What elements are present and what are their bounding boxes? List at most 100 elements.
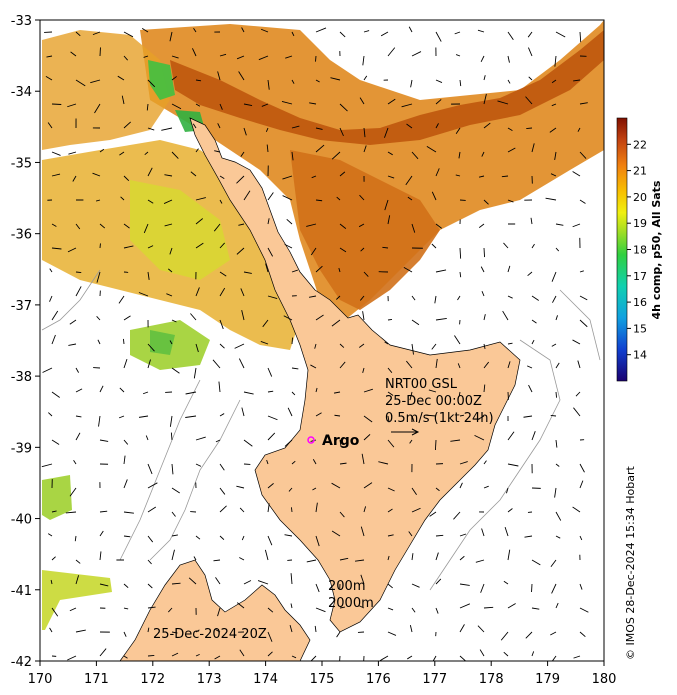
current-arrow <box>435 269 447 273</box>
current-arrow <box>41 463 53 468</box>
current-arrow <box>525 631 533 639</box>
current-arrow <box>239 507 245 513</box>
current-arrow <box>387 487 395 492</box>
current-arrow <box>315 535 320 547</box>
current-arrow <box>267 631 273 642</box>
current-arrow <box>411 583 420 588</box>
current-arrow <box>51 510 57 513</box>
current-arrow <box>219 487 226 495</box>
current-arrow <box>291 151 294 161</box>
colorbar-ticks: 22 21 20 19 18 17 16 15 14 <box>627 138 647 362</box>
lon-tick-label: 170 <box>28 672 53 687</box>
current-arrow <box>236 602 245 609</box>
colorbar-title: 4h comp, p50, All Sats <box>650 180 663 319</box>
current-arrow <box>267 432 276 441</box>
current-arrow <box>379 655 389 661</box>
current-arrow <box>168 268 173 273</box>
current-arrow <box>411 553 414 561</box>
current-arrow <box>99 148 105 153</box>
current-arrow <box>169 415 173 427</box>
current-arrow <box>74 535 77 542</box>
current-arrow <box>459 624 465 633</box>
current-arrow <box>362 367 365 374</box>
current-arrow <box>147 167 153 177</box>
current-arrow <box>171 76 177 81</box>
current-arrow <box>51 439 60 445</box>
current-arrow <box>261 103 269 107</box>
current-arrow <box>99 530 104 537</box>
current-arrow <box>507 265 511 273</box>
current-arrow <box>363 75 368 81</box>
current-arrow <box>69 607 77 612</box>
current-arrow <box>331 482 341 489</box>
current-arrow <box>315 265 323 273</box>
current-arrow <box>387 391 394 396</box>
current-arrow <box>69 319 77 325</box>
current-arrow <box>315 387 318 393</box>
current-arrow <box>339 127 344 137</box>
current-arrow <box>195 463 202 467</box>
current-arrow <box>483 93 487 105</box>
current-arrow <box>435 487 440 492</box>
current-arrow <box>309 102 317 105</box>
current-arrow <box>339 171 346 177</box>
current-arrow <box>387 508 393 513</box>
current-arrow <box>147 506 157 513</box>
current-arrow <box>507 603 516 609</box>
current-arrow <box>555 602 559 609</box>
current-arrow <box>527 47 533 57</box>
current-arrow <box>219 271 227 277</box>
current-arrow <box>459 482 463 489</box>
current-arrow <box>285 55 293 59</box>
current-arrow <box>99 385 104 393</box>
current-arrow <box>147 199 154 204</box>
current-arrow <box>458 391 461 397</box>
current-arrow <box>406 360 413 369</box>
current-arrow <box>171 631 178 634</box>
current-arrow <box>171 103 182 110</box>
current-arrow <box>170 432 173 441</box>
current-arrow <box>219 242 225 249</box>
lon-tick-label: 178 <box>479 672 504 687</box>
lat-tick-label: -41 <box>11 584 32 599</box>
current-arrow <box>240 151 245 157</box>
current-arrow <box>331 319 341 327</box>
current-arrow <box>363 271 369 277</box>
current-arrow <box>51 247 62 250</box>
current-arrow <box>286 219 293 225</box>
current-arrow <box>308 295 317 298</box>
current-arrow <box>267 295 278 299</box>
current-arrow <box>260 28 269 33</box>
current-arrow <box>219 463 225 471</box>
current-arrow <box>266 459 269 465</box>
contour-2000-label: 2000m <box>328 596 374 611</box>
lat-tick-label: -40 <box>11 513 32 528</box>
current-arrow <box>267 415 278 421</box>
current-arrow <box>195 653 200 657</box>
lat-tick-label: -38 <box>11 370 32 385</box>
current-arrow <box>579 319 588 328</box>
current-arrow <box>166 293 173 297</box>
current-arrow <box>579 31 582 43</box>
current-arrow <box>459 555 465 561</box>
current-arrow <box>531 143 535 153</box>
current-arrow <box>459 583 470 586</box>
current-arrow <box>75 629 86 633</box>
current-arrow <box>387 631 397 636</box>
current-arrow <box>215 439 221 443</box>
current-arrow <box>435 31 442 42</box>
current-arrow <box>387 607 394 611</box>
current-arrow <box>339 103 348 112</box>
current-arrow <box>49 268 53 273</box>
current-arrow <box>215 629 221 633</box>
lat-tick-label: -36 <box>11 228 32 243</box>
current-arrow <box>291 655 297 659</box>
current-arrow <box>339 606 346 609</box>
current-arrow <box>459 271 462 278</box>
current-arrow <box>147 343 155 352</box>
current-arrow <box>217 607 221 617</box>
current-arrow <box>193 367 197 379</box>
colorbar-tick-label: 17 <box>633 270 647 283</box>
current-arrow <box>51 223 57 227</box>
current-arrow <box>435 578 442 585</box>
